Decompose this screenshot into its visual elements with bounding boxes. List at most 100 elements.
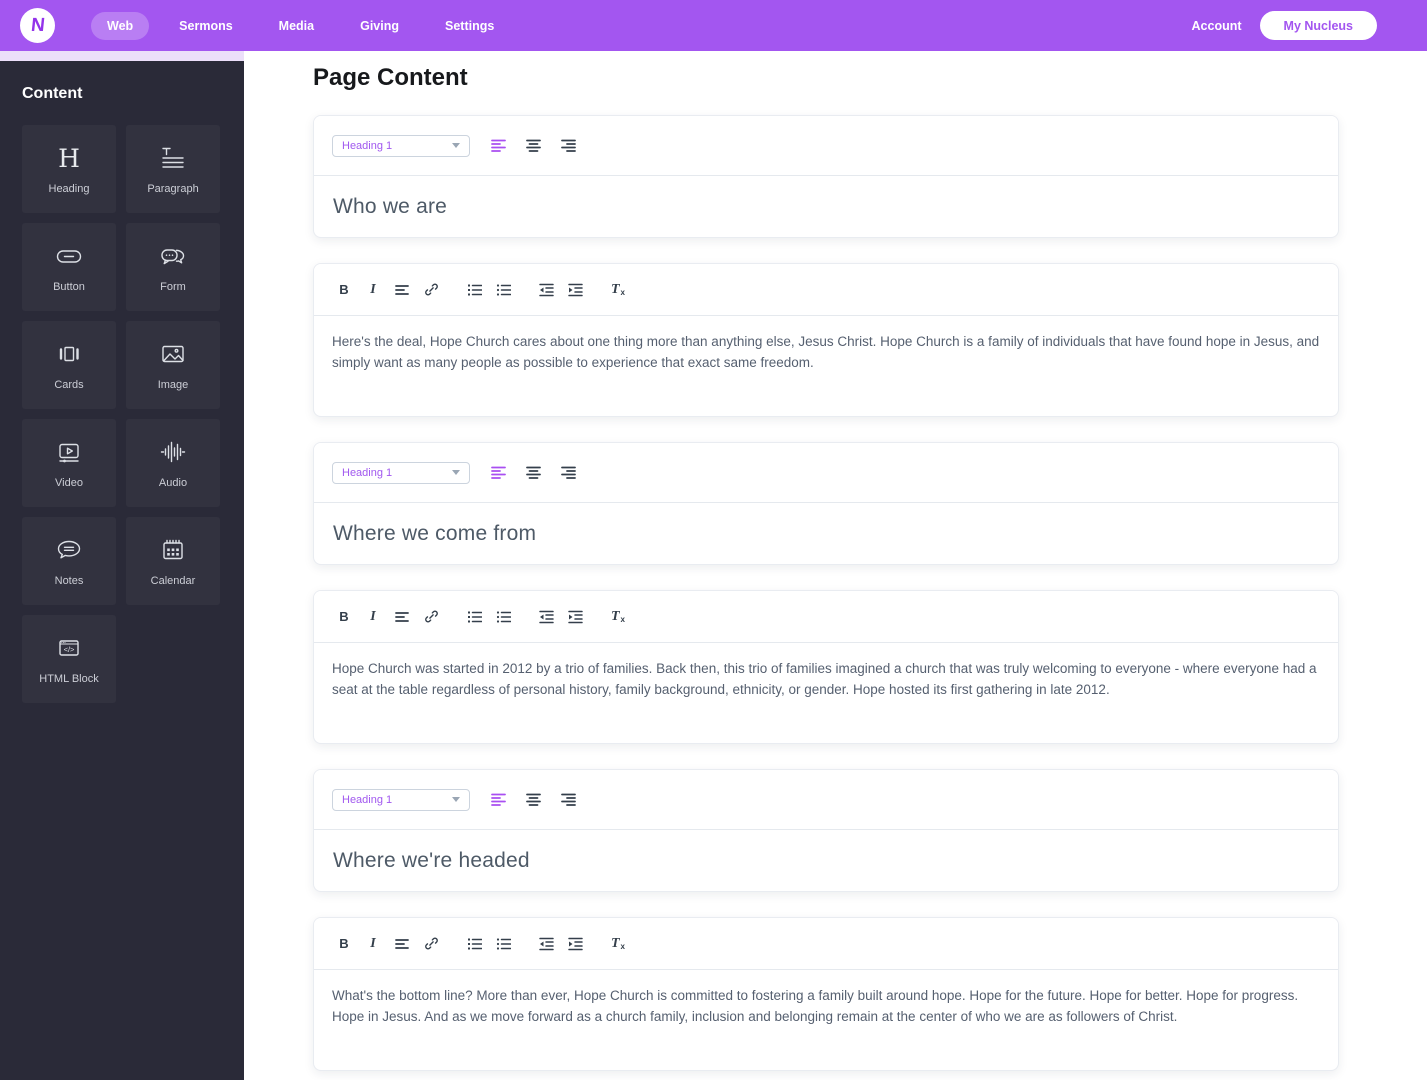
chevron-down-icon [452,470,460,475]
italic-button[interactable]: I [361,932,385,956]
my-nucleus-button[interactable]: My Nucleus [1259,11,1377,40]
notes-icon [55,535,83,565]
sidebar-title: Content [22,85,83,102]
align-button[interactable] [390,278,414,302]
align-left-button[interactable] [486,788,510,812]
chevron-down-icon [452,797,460,802]
heading-text-field[interactable]: Where we're headed [333,848,530,872]
video-icon [55,437,83,467]
nucleus-logo[interactable]: N [20,8,55,43]
cards-icon [55,339,83,369]
tile-notes[interactable]: Notes [22,517,116,605]
indent-button[interactable] [563,278,587,302]
chevron-down-icon [452,143,460,148]
heading-text-field[interactable]: Who we are [333,194,448,218]
heading-block: Heading 1 [313,115,1339,238]
tile-label: Image [157,379,189,391]
heading-style-select[interactable]: Heading 1 [332,461,470,484]
paragraph-text-field[interactable]: What's the bottom line? More than ever, … [332,988,1299,1024]
heading-text-field[interactable]: Where we come from [333,521,537,545]
paragraph-text-field[interactable]: Here's the deal, Hope Church cares about… [332,334,1320,370]
heading-style-select[interactable]: Heading 1 [332,134,470,157]
image-icon [159,339,187,369]
svg-text:</>: </> [64,645,75,654]
bold-button[interactable]: B [332,278,356,302]
tile-heading[interactable]: H Heading [22,125,116,213]
tile-label: Audio [158,477,188,489]
nav-right-group: Account My Nucleus [1192,11,1407,40]
paragraph-block-toolbar: B I [314,264,1338,316]
indent-button[interactable] [563,932,587,956]
link-button[interactable] [419,278,443,302]
logo-n-glyph: N [29,14,46,36]
tile-label: Video [55,477,83,489]
nav-item-sermons[interactable]: Sermons [179,18,233,33]
heading-style-value: Heading 1 [342,466,393,479]
paragraph-block-toolbar: B I [314,918,1338,970]
unordered-list-button[interactable] [491,605,515,629]
heading-block: Heading 1 [313,769,1339,892]
unordered-list-button[interactable] [491,278,515,302]
left-column: Content H Heading Paragraph [0,51,244,1080]
calendar-icon [159,535,187,565]
nav-item-settings[interactable]: Settings [445,18,495,33]
audio-icon [159,437,187,467]
align-center-button[interactable] [521,788,545,812]
link-button[interactable] [419,932,443,956]
page-blocks: Heading 1 [313,115,1339,1071]
align-center-button[interactable] [521,461,545,485]
tile-html-block[interactable]: </> HTML Block [22,615,116,703]
paragraph-block: B I [313,263,1339,417]
bold-button[interactable]: B [332,605,356,629]
align-center-button[interactable] [521,134,545,158]
indent-button[interactable] [563,605,587,629]
paragraph-icon [159,143,187,173]
align-right-button[interactable] [556,461,580,485]
tile-form[interactable]: Form [126,223,220,311]
ordered-list-button[interactable] [462,605,486,629]
tile-video[interactable]: Video [22,419,116,507]
italic-button[interactable]: I [361,278,385,302]
nav-item-media[interactable]: Media [278,18,315,33]
ordered-list-button[interactable] [462,278,486,302]
bold-button[interactable]: B [332,932,356,956]
tile-image[interactable]: Image [126,321,220,409]
align-right-button[interactable] [556,788,580,812]
align-left-button[interactable] [486,461,510,485]
link-button[interactable] [419,605,443,629]
align-button[interactable] [390,932,414,956]
ordered-list-button[interactable] [462,932,486,956]
content-tile-grid: H Heading Paragraph Button [22,125,222,703]
sidebar-top-strip [0,51,244,61]
outdent-button[interactable] [534,605,558,629]
outdent-button[interactable] [534,278,558,302]
paragraph-text-field[interactable]: Hope Church was started in 2012 by a tri… [332,661,1317,697]
outdent-button[interactable] [534,932,558,956]
align-right-button[interactable] [556,134,580,158]
tile-label: Heading [48,183,90,195]
content-sidebar: Content H Heading Paragraph [0,61,244,1080]
nav-item-giving[interactable]: Giving [360,18,400,33]
tile-button[interactable]: Button [22,223,116,311]
paragraph-block-toolbar: B I [314,591,1338,643]
heading-style-select[interactable]: Heading 1 [332,788,470,811]
button-icon [55,241,83,271]
align-left-button[interactable] [486,134,510,158]
tile-paragraph[interactable]: Paragraph [126,125,220,213]
heading-block: Heading 1 [313,442,1339,565]
tile-label: Calendar [150,575,196,587]
italic-button[interactable]: I [361,605,385,629]
tile-calendar[interactable]: Calendar [126,517,220,605]
tile-cards[interactable]: Cards [22,321,116,409]
primary-nav: Web Sermons Media Giving Settings [91,11,510,40]
account-link[interactable]: Account [1191,18,1242,33]
nav-item-web[interactable]: Web [91,11,150,40]
heading-block-toolbar: Heading 1 [314,443,1338,503]
align-button[interactable] [390,605,414,629]
unordered-list-button[interactable] [491,932,515,956]
tile-audio[interactable]: Audio [126,419,220,507]
